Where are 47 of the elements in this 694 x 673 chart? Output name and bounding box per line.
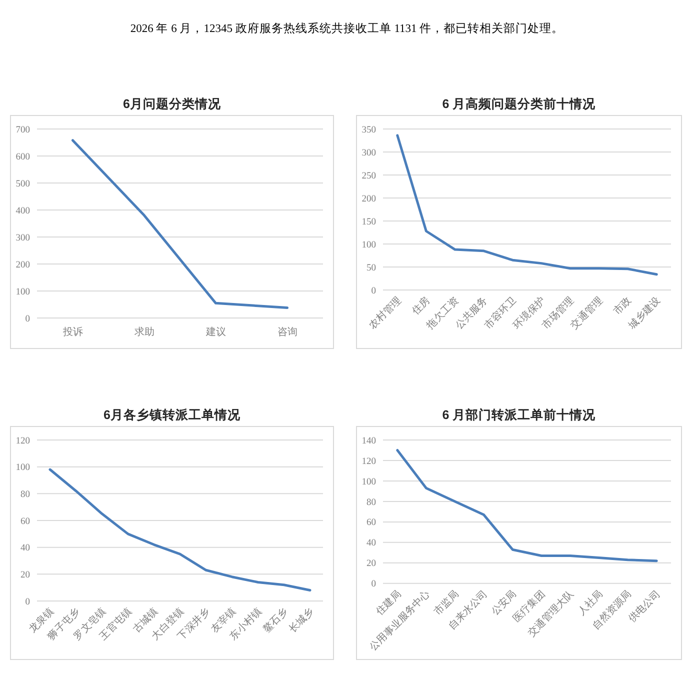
y-tick-label: 40 — [366, 538, 376, 549]
y-tick-label: 200 — [16, 260, 30, 270]
y-tick-label: 100 — [362, 240, 376, 250]
line-series — [396, 134, 658, 276]
y-tick-label: 80 — [20, 490, 30, 500]
y-tick-label: 100 — [362, 477, 376, 488]
x-tick-label: 建议 — [204, 326, 226, 338]
y-tick-label: 350 — [362, 125, 376, 136]
y-tick-label: 0 — [25, 597, 30, 608]
line-series — [48, 468, 312, 592]
y-tick-label: 250 — [362, 171, 376, 182]
chart-title: 6 月部门转派工单前十情况 — [442, 407, 597, 422]
y-tick-label: 500 — [16, 179, 30, 190]
x-tick-label: 投诉 — [62, 326, 83, 338]
y-tick-label: 120 — [362, 456, 376, 467]
y-tick-label: 60 — [366, 518, 376, 528]
y-tick-label: 20 — [20, 570, 30, 580]
y-tick-label: 120 — [16, 436, 30, 446]
y-tick-label: 100 — [16, 287, 30, 298]
y-tick-label: 60 — [20, 516, 30, 527]
y-tick-label: 0 — [371, 286, 376, 296]
y-tick-label: 200 — [362, 194, 376, 204]
x-tick-label: 咨询 — [277, 326, 298, 338]
chart-title: 6月问题分类情况 — [123, 97, 222, 111]
line-series — [72, 139, 288, 309]
y-tick-label: 80 — [366, 498, 376, 508]
text: 2026 年 6 月，12345 政府服务热线系统共接收工单 1131 件，都已转相关部门处理。 — [130, 21, 564, 35]
x-tick-label: 农村管理 — [366, 294, 404, 332]
y-tick-label: 50 — [366, 263, 376, 274]
y-tick-label: 600 — [16, 152, 30, 162]
y-tick-label: 100 — [16, 463, 30, 474]
x-tick-label: 求助 — [134, 326, 154, 338]
chart-title: 6月各乡镇转派工单情况 — [104, 407, 242, 422]
y-tick-label: 150 — [362, 217, 376, 228]
y-tick-label: 700 — [16, 125, 30, 136]
y-tick-label: 0 — [371, 580, 376, 590]
x-tick-label: 市政 — [611, 294, 634, 318]
y-tick-label: 300 — [362, 148, 376, 158]
y-tick-label: 140 — [362, 436, 376, 446]
y-tick-label: 0 — [25, 314, 30, 324]
y-tick-label: 20 — [366, 559, 376, 570]
y-tick-label: 300 — [16, 233, 30, 244]
y-tick-label: 40 — [20, 544, 30, 554]
x-tick-label: 住房 — [410, 294, 432, 318]
y-tick-label: 400 — [16, 206, 30, 216]
chart-title: 6 月高频问题分类前十情况 — [442, 96, 597, 111]
line-series — [396, 448, 658, 562]
